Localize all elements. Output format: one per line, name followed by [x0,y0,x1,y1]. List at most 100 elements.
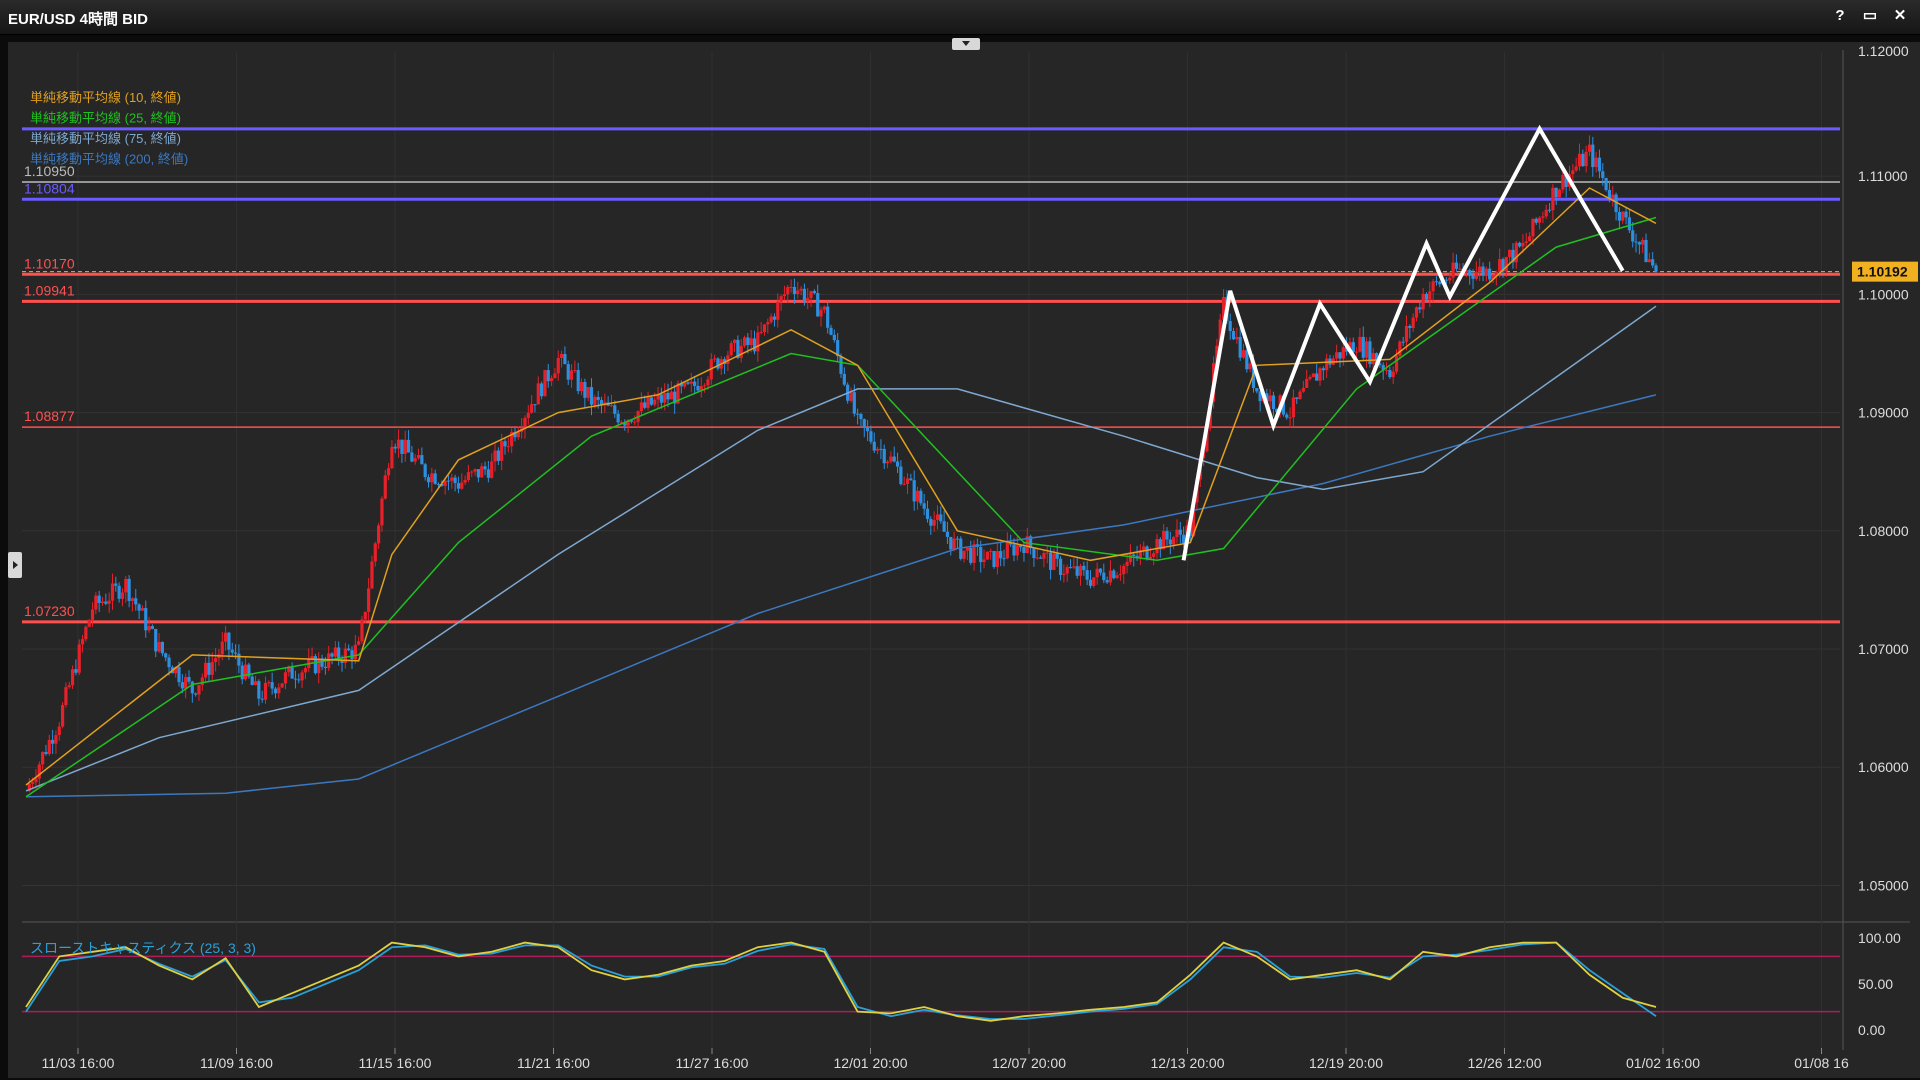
candle-body [549,378,554,382]
candle-body [1128,554,1133,562]
candle-body [1135,555,1139,558]
candle-body [942,521,946,532]
candle-body [1178,529,1182,535]
candle-body [816,293,820,317]
candle-body [243,664,248,680]
candle-body [500,441,504,461]
candle-body [772,316,777,320]
candle-body [420,455,424,465]
close-button[interactable]: ✕ [1893,7,1907,24]
candle-body [360,619,364,642]
candle-body [1005,542,1009,559]
candle-body [1651,259,1655,266]
candle-body [273,688,278,694]
candle-body [340,659,344,663]
candle-body [759,331,763,333]
candle-body [829,327,833,335]
grid [22,52,1840,1048]
candle-body [150,626,155,629]
stochastic-panel: 100.00 50.00 0.00 スローストキャスティクス (25, 3, 3) [22,930,1901,1038]
help-button[interactable]: ? [1835,7,1845,24]
collapse-toggle-icon[interactable] [952,38,980,50]
candle-body [673,391,677,404]
candle-body [160,641,164,654]
candle-body [530,404,534,413]
candle-body [932,520,936,526]
candle-body [1301,387,1305,392]
candle-body [1388,370,1392,378]
candle-body [540,383,544,397]
candle-body [1424,293,1429,300]
candle-body [536,383,540,405]
candle-body [1122,565,1126,575]
side-panel-toggle-icon[interactable] [8,552,22,578]
candle-body [433,473,437,484]
candle-body [486,469,490,478]
candle-body [566,364,570,380]
candle-body [426,477,431,483]
candle-body [1291,397,1296,418]
stoch-label: スローストキャスティクス (25, 3, 3) [30,940,256,956]
candle-body [1019,545,1023,548]
candle-body [1335,352,1339,359]
candle-body [413,458,417,462]
candle-body [1408,325,1412,328]
candle-body [456,483,461,489]
candle-body [1115,575,1119,579]
candle-body [1245,350,1249,370]
candle-body [756,332,760,352]
candle-body [703,385,707,387]
candle-body [263,682,268,700]
candle-body [646,397,650,408]
window-titlebar: EUR/USD 4時間 BID ? ▭ ✕ [0,0,1920,35]
candle-body [899,466,903,485]
candle-body [27,783,31,791]
candle-body [1015,545,1019,556]
candle-body [1078,565,1083,576]
candle-body [729,343,733,356]
sma25-line [25,216,1657,798]
candle-body [1364,341,1369,358]
candle-body [100,601,105,603]
candle-body [629,420,634,422]
candle-body [1378,363,1382,366]
candle-body [503,441,507,447]
candle-body [187,677,191,682]
candle-body [786,287,790,295]
candle-body [1431,281,1435,292]
candle-body [892,456,896,462]
candle-body [237,653,241,666]
candle-body [506,446,510,448]
x-tick-label: 11/09 16:00 [200,1055,273,1071]
candle-body [812,291,816,294]
candle-body [1175,529,1179,538]
sma10-line [25,187,1657,786]
candle-body [1298,391,1302,399]
candle-body [1381,365,1385,371]
candle-body [1238,336,1242,358]
candle-body [313,656,318,674]
candle-body [57,726,61,736]
y-tick-label: 1.06000 [1858,759,1909,775]
candle-body [97,595,101,603]
x-tick-label: 11/03 16:00 [42,1055,115,1071]
candle-body [686,382,690,384]
candle-body [1554,187,1558,198]
candle-body [732,339,737,344]
candle-body [912,480,916,502]
candle-body [1434,281,1439,283]
candle-body [1551,187,1555,211]
level-label: 1.08877 [24,408,75,424]
candle-body [190,681,194,694]
maximize-button[interactable]: ▭ [1862,7,1878,24]
candle-body [1142,546,1146,551]
candle-body [70,669,75,686]
candle-body [1182,534,1186,544]
time-axis: 11/03 16:00 11/09 16:00 11/15 16:00 11/21 1… [42,1048,1849,1071]
candle-body [1448,277,1452,281]
candle-body [127,578,131,601]
candle-body [1038,557,1043,559]
candle-body [999,551,1003,559]
level-label: 1.07230 [24,603,75,619]
